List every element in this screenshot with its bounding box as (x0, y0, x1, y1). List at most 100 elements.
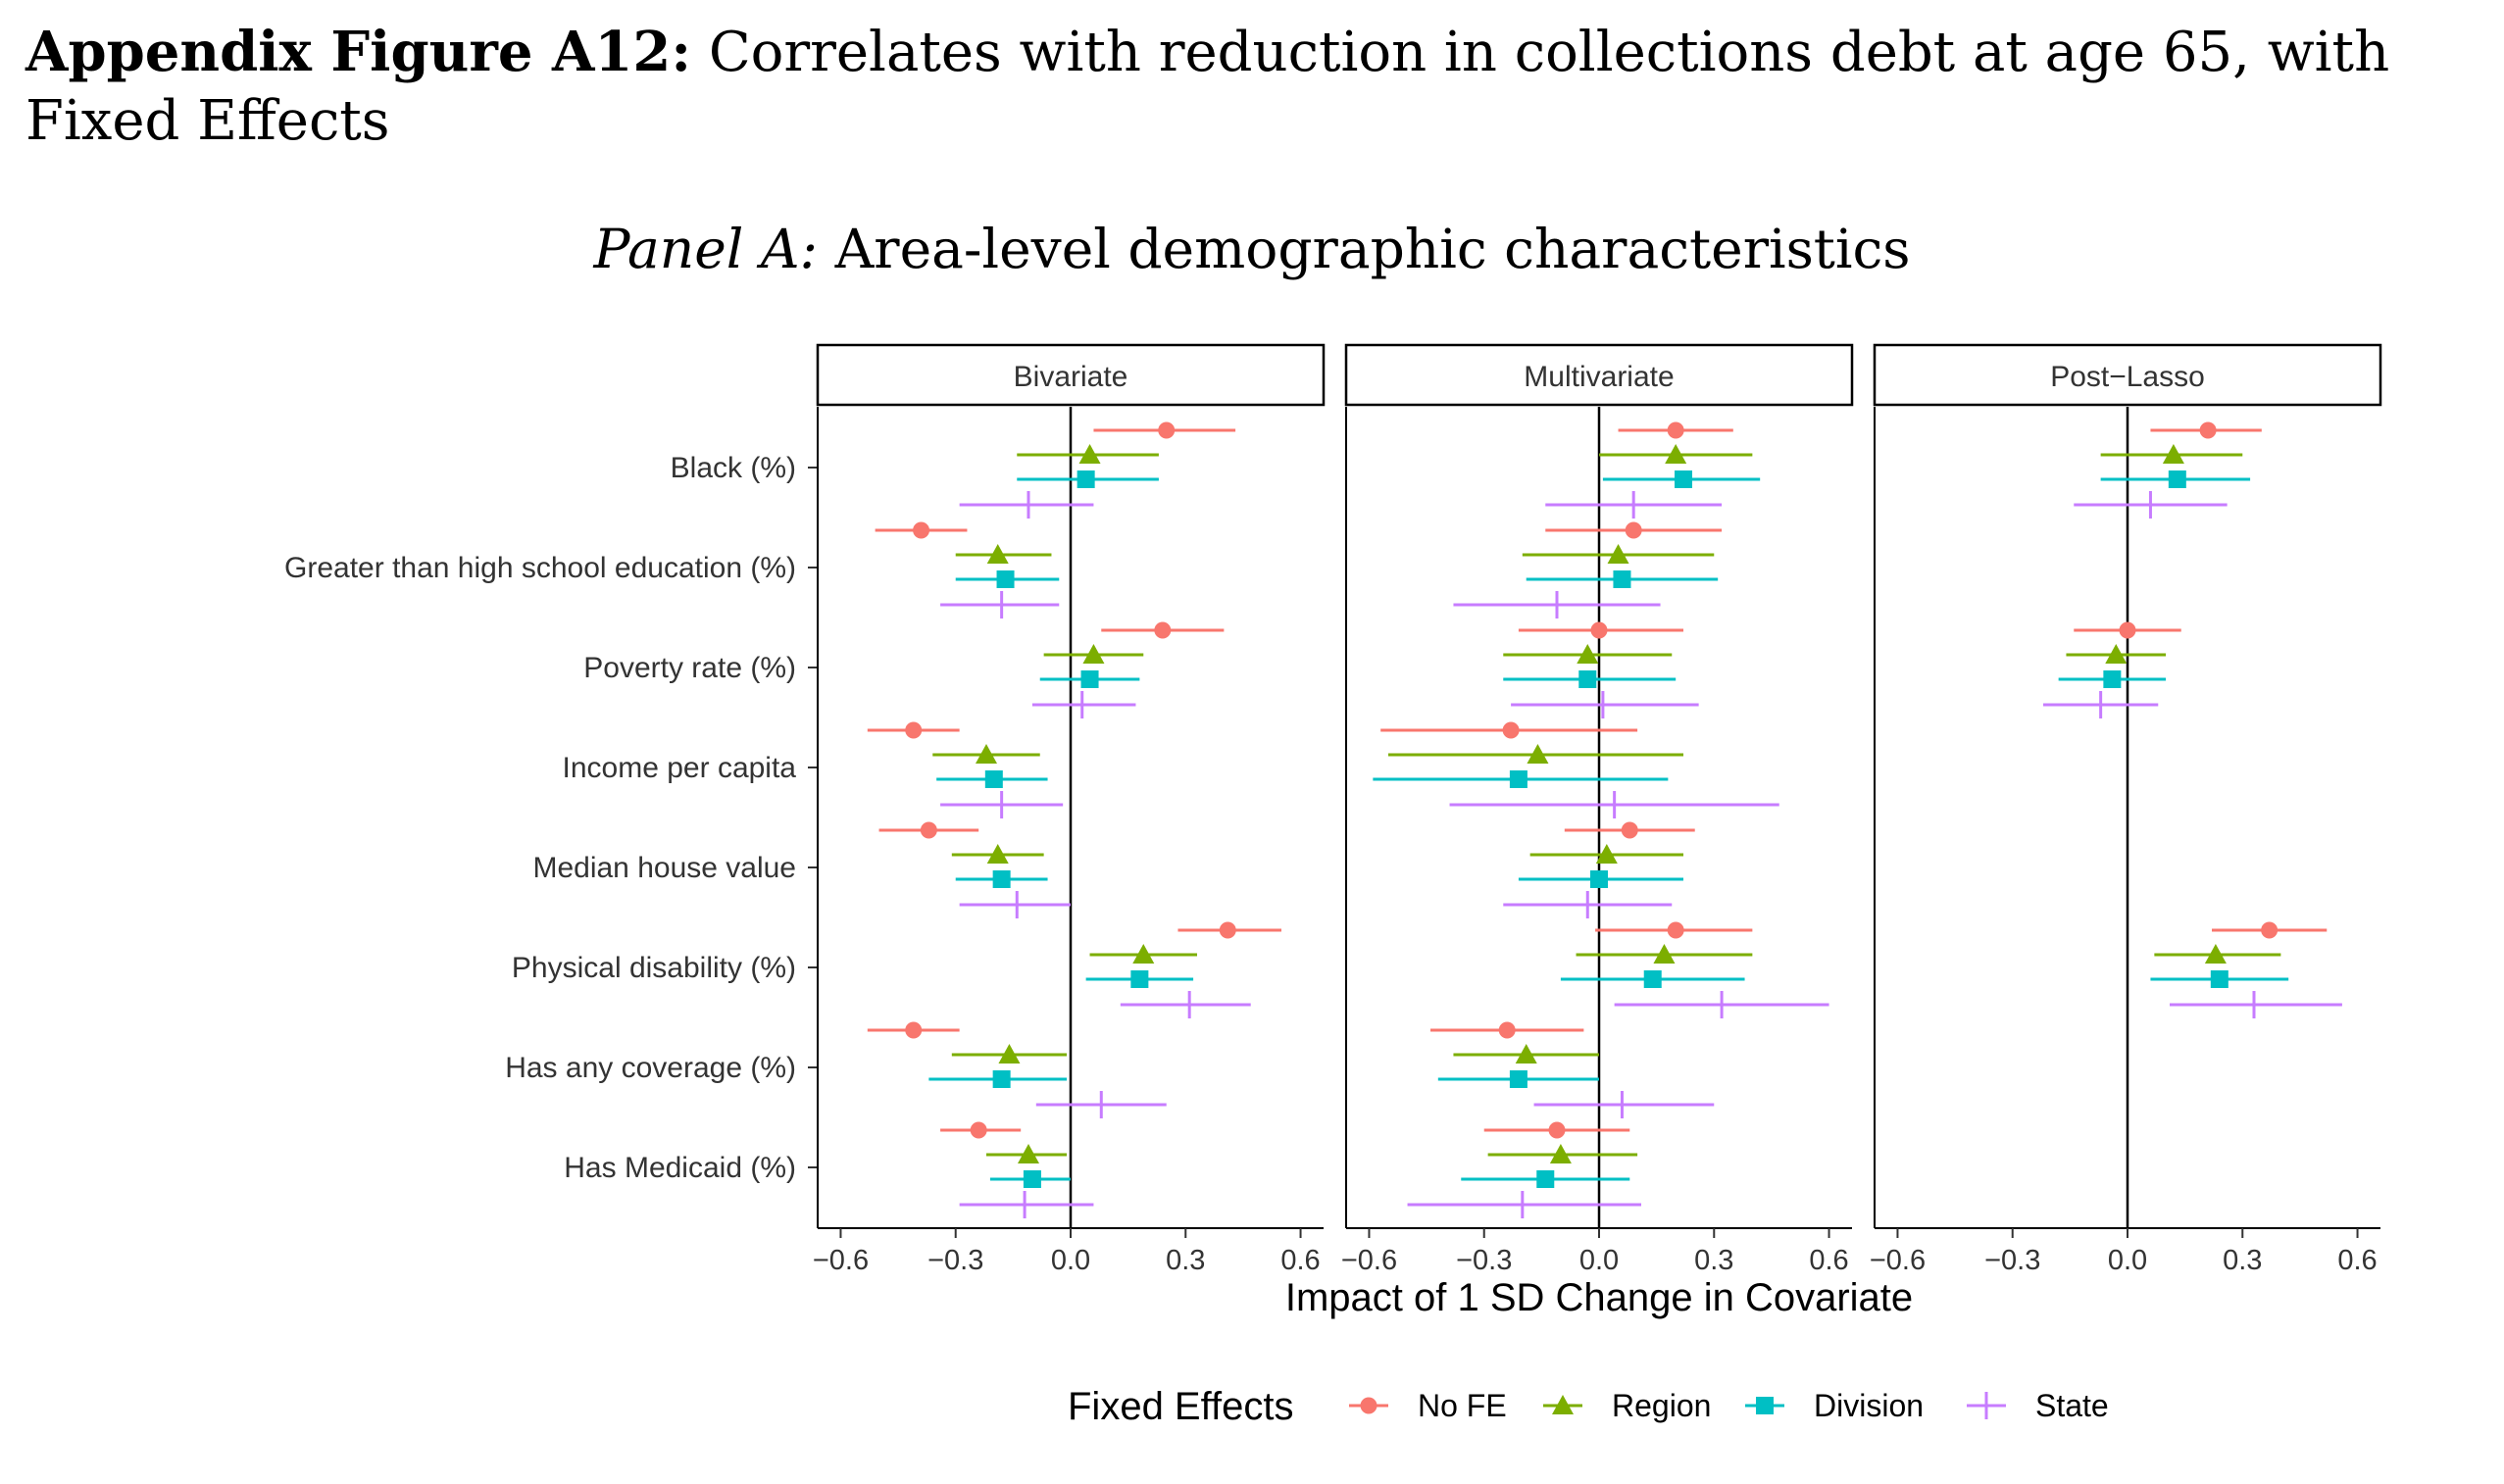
marker-triangle (1018, 1144, 1039, 1163)
y-tick-label: Greater than high school education (%) (284, 552, 796, 584)
marker-circle (1667, 921, 1684, 939)
x-axis-title: Impact of 1 SD Change in Covariate (1285, 1276, 1913, 1319)
x-tick-label: 0.6 (2337, 1245, 2377, 1276)
marker-square (1080, 670, 1099, 688)
marker-triangle (1595, 844, 1618, 864)
x-tick-label: 0.0 (2108, 1245, 2147, 1276)
marker-triangle (986, 844, 1009, 864)
x-tick-label: 0.6 (1280, 1245, 1320, 1276)
marker-circle (1625, 521, 1642, 539)
marker-square (1509, 1070, 1527, 1088)
marker-triangle (1078, 444, 1101, 464)
marker-triangle (1607, 544, 1629, 564)
marker-triangle (1552, 1395, 1574, 1414)
facet-strip (1873, 343, 2382, 407)
marker-square (1613, 570, 1631, 588)
x-tick-label: 0.3 (2223, 1245, 2262, 1276)
x-tick-label: 0.3 (1694, 1245, 1733, 1276)
y-tick-label: Black (%) (671, 452, 796, 484)
legend-entry-label: State (2035, 1388, 2109, 1423)
marker-circle (1158, 421, 1176, 439)
legend-title: Fixed Effects (1068, 1385, 1293, 1428)
y-tick-label: Has any coverage (%) (505, 1052, 796, 1084)
y-tick-label: Physical disability (%) (512, 952, 796, 984)
marker-circle (1548, 1121, 1566, 1139)
marker-square (2168, 470, 2186, 488)
legend-entry-label: No FE (1418, 1388, 1507, 1423)
marker-circle (905, 1021, 923, 1039)
facet-strip-label: Post−Lasso (2050, 361, 2205, 393)
x-tick-label: 0.0 (1579, 1245, 1619, 1276)
marker-square (992, 1070, 1011, 1088)
marker-square (992, 870, 1011, 888)
x-tick-label: −0.3 (1984, 1245, 2040, 1276)
marker-triangle (2162, 444, 2184, 464)
marker-circle (1219, 921, 1236, 939)
marker-triangle (1549, 1144, 1572, 1163)
y-tick-label: Income per capita (563, 752, 797, 784)
x-tick-label: −0.6 (1341, 1245, 1397, 1276)
y-tick-label: Has Medicaid (%) (564, 1152, 796, 1184)
x-tick-label: −0.6 (1870, 1245, 1926, 1276)
marker-circle (913, 521, 930, 539)
marker-triangle (1653, 944, 1676, 964)
marker-square (1077, 470, 1095, 488)
marker-triangle (1665, 444, 1687, 464)
legend-entry-label: Region (1612, 1388, 1711, 1423)
x-tick-label: −0.3 (927, 1245, 983, 1276)
legend-entry-label: Division (1814, 1388, 1924, 1423)
marker-square (1509, 770, 1527, 788)
marker-circle (1667, 421, 1684, 439)
marker-square (2103, 670, 2122, 688)
marker-circle (2199, 421, 2217, 439)
facet-strip-label: Multivariate (1524, 361, 1674, 393)
panel-title: Panel A: Area-level demographic characte… (0, 218, 2504, 280)
y-tick-label: Median house value (532, 852, 796, 884)
marker-circle (1621, 821, 1638, 839)
figure-title: Appendix Figure A12: Correlates with red… (25, 18, 2477, 156)
marker-circle (905, 721, 923, 739)
figure-title-text: Correlates with reduction in collections… (25, 21, 2390, 153)
x-tick-label: 0.3 (1166, 1245, 1205, 1276)
marker-square (1675, 470, 1692, 488)
x-tick-label: 0.6 (1809, 1245, 1848, 1276)
x-tick-label: −0.3 (1456, 1245, 1512, 1276)
facet-strip (1344, 343, 1854, 407)
marker-square (1578, 670, 1597, 688)
marker-circle (1590, 621, 1608, 639)
x-tick-label: 0.0 (1051, 1245, 1090, 1276)
marker-triangle (976, 744, 997, 764)
marker-circle (1360, 1397, 1377, 1414)
marker-square (1023, 1170, 1041, 1188)
marker-square (1756, 1397, 1774, 1414)
marker-triangle (998, 1044, 1021, 1064)
marker-triangle (2105, 644, 2128, 664)
marker-square (2210, 970, 2229, 988)
marker-triangle (986, 544, 1009, 564)
marker-square (1643, 970, 1662, 988)
marker-triangle (1515, 1044, 1537, 1064)
marker-circle (1154, 621, 1172, 639)
marker-triangle (1577, 644, 1599, 664)
marker-triangle (1082, 644, 1105, 664)
facet-strip (816, 343, 1326, 407)
y-tick-label: Poverty rate (%) (583, 652, 796, 684)
marker-circle (1502, 721, 1520, 739)
marker-circle (2119, 621, 2136, 639)
panel-title-text: Area-level demographic characteristics (834, 218, 1911, 280)
marker-square (984, 770, 1003, 788)
marker-triangle (1527, 744, 1549, 764)
marker-circle (2261, 921, 2279, 939)
marker-square (1536, 1170, 1555, 1188)
x-tick-label: −0.6 (813, 1245, 869, 1276)
facet-strip-label: Bivariate (1014, 361, 1128, 393)
marker-circle (1498, 1021, 1516, 1039)
marker-circle (970, 1121, 987, 1139)
panel-title-prefix: Panel A: (593, 218, 819, 280)
marker-triangle (1132, 944, 1155, 964)
marker-square (1590, 870, 1608, 888)
marker-square (1130, 970, 1149, 988)
marker-triangle (2204, 944, 2227, 964)
marker-circle (920, 821, 937, 839)
